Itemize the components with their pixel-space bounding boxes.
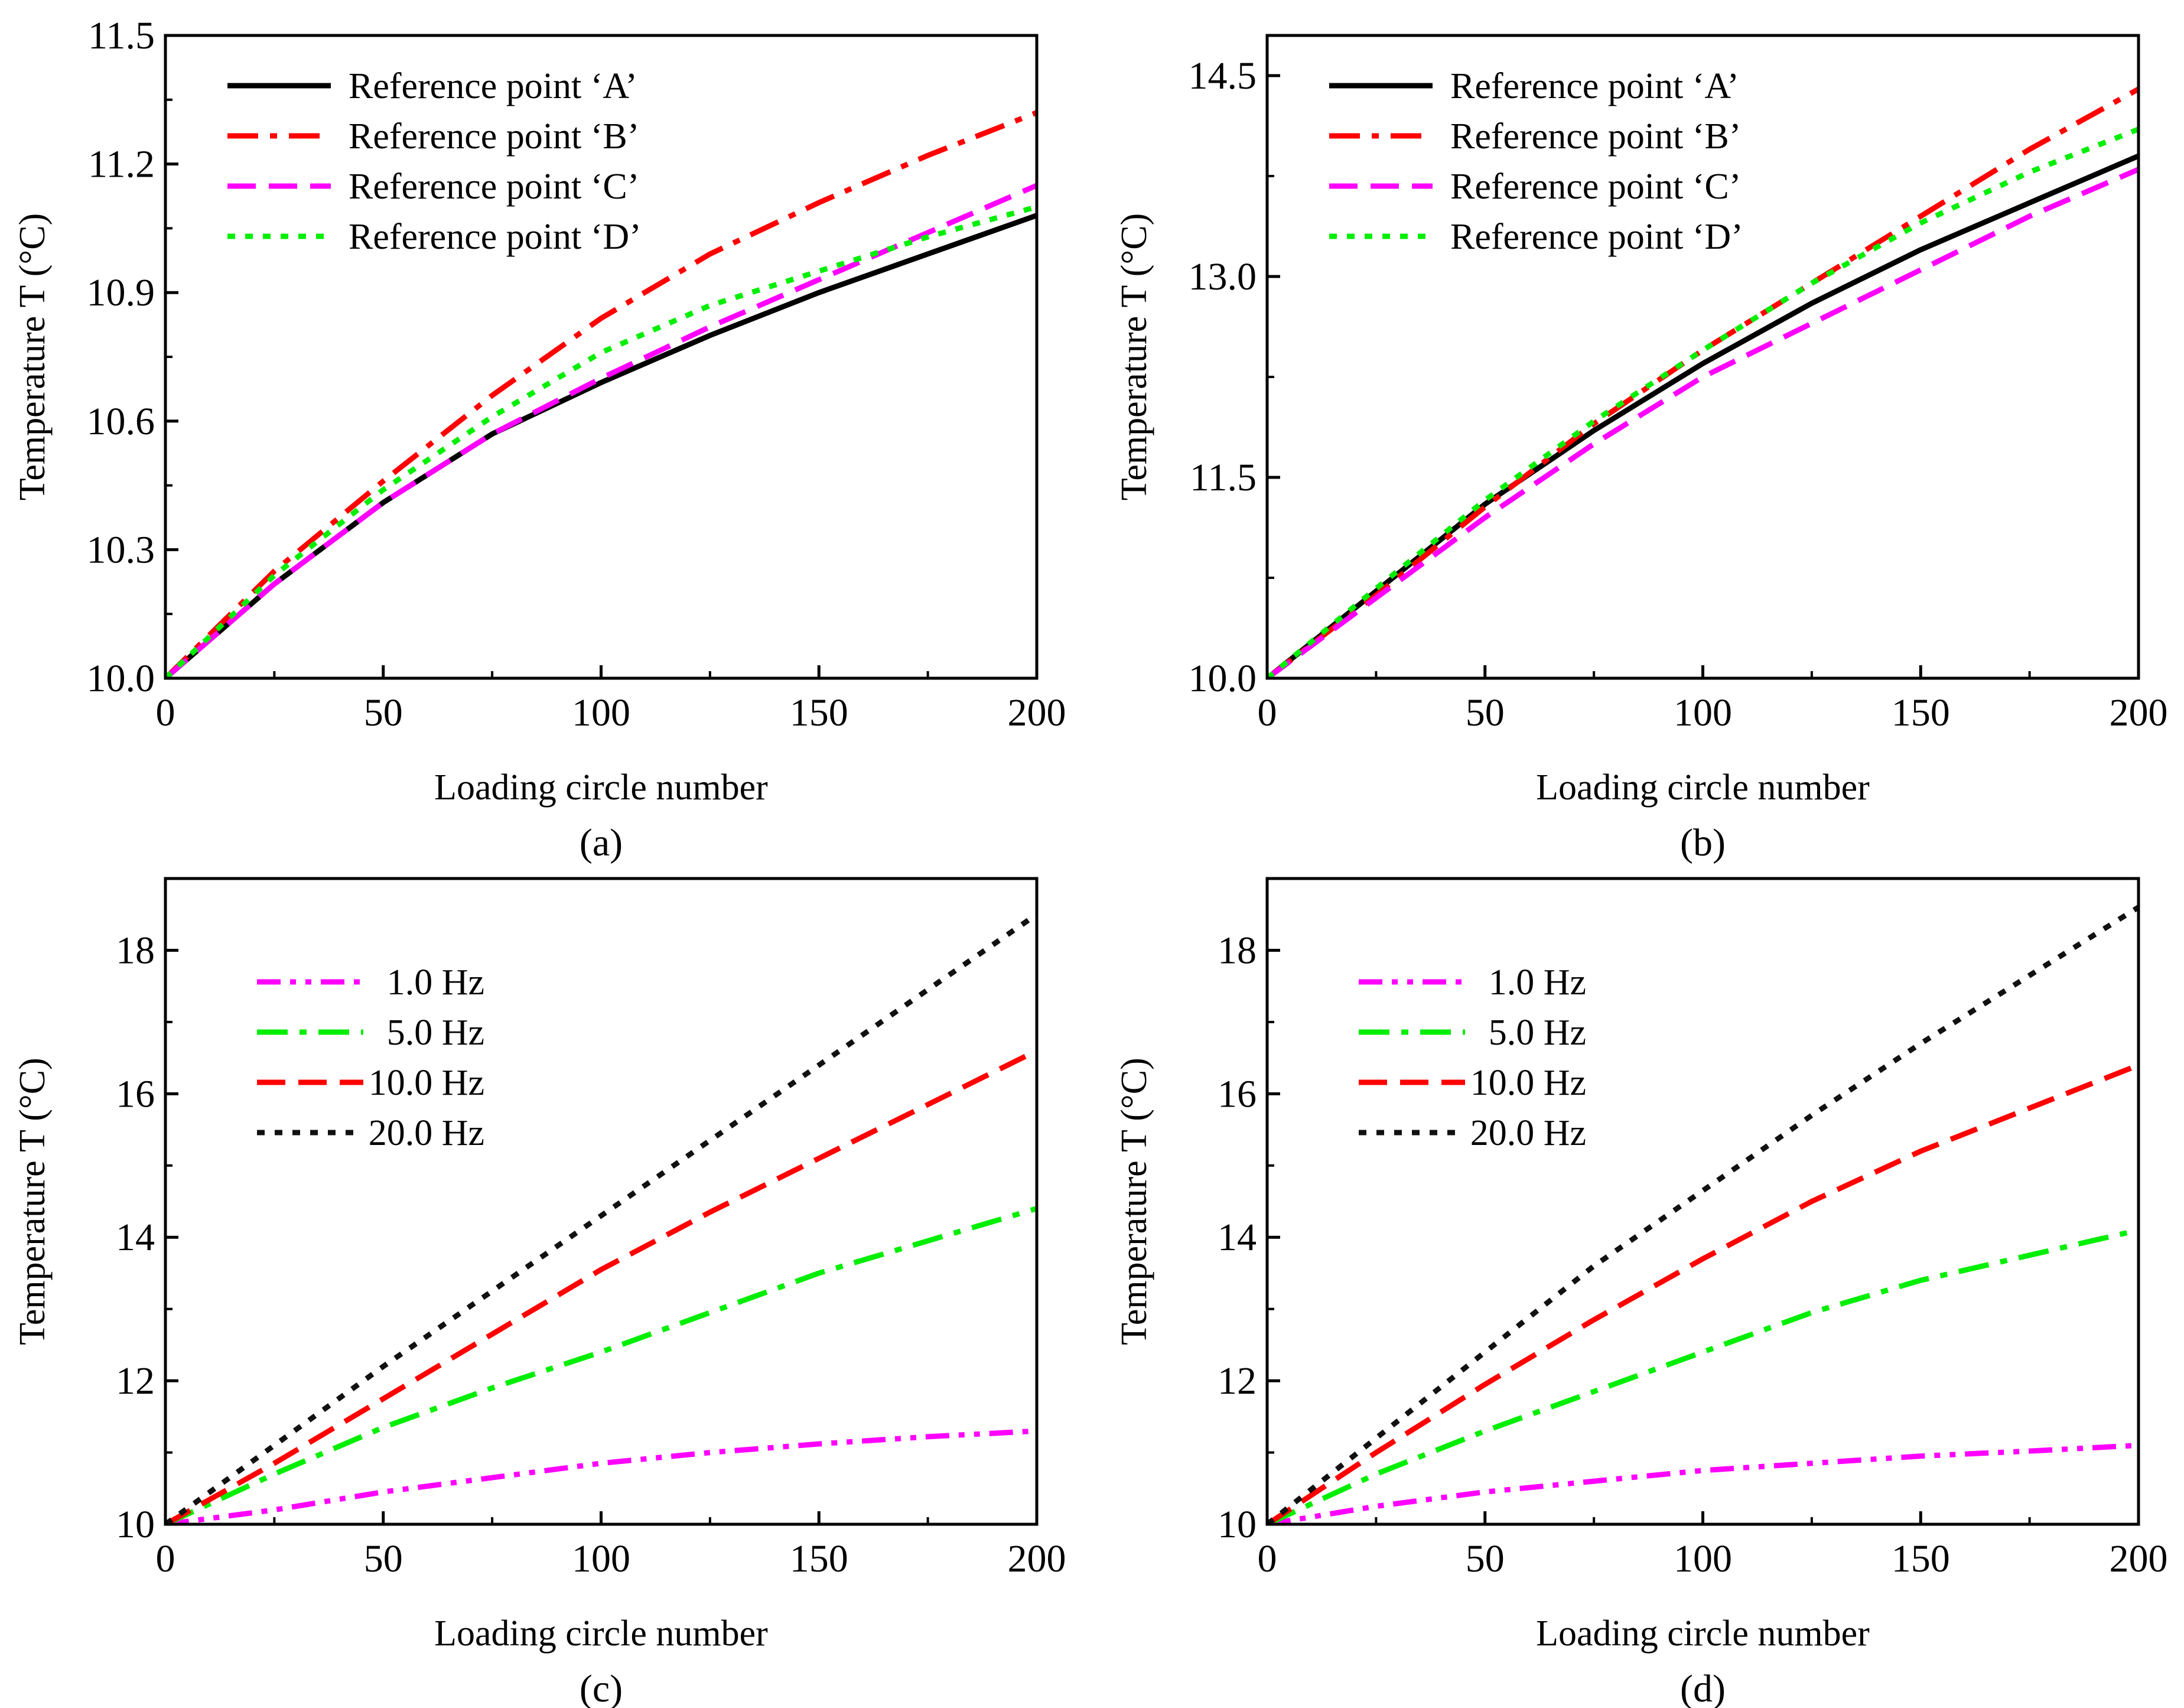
y-tick-label: 12 (1218, 1359, 1257, 1403)
x-axis-title: Loading circle number (434, 1613, 768, 1654)
legend-label-2: 10.0 Hz (1470, 1063, 1586, 1103)
x-tick-label: 200 (1008, 1537, 1066, 1580)
y-tick-label: 16 (116, 1072, 155, 1115)
y-tick-label: 14 (116, 1216, 155, 1259)
y-tick-label: 11.5 (1190, 456, 1257, 499)
y-tick-label: 18 (116, 929, 155, 972)
legend-label-1: 5.0 Hz (1489, 1013, 1586, 1053)
panel-label: (d) (1680, 1667, 1726, 1708)
x-tick-label: 100 (1674, 691, 1732, 734)
series-line-0 (165, 1428, 1037, 1524)
y-tick-label: 11.2 (88, 143, 155, 186)
x-tick-label: 150 (1892, 691, 1950, 734)
x-tick-label: 0 (156, 691, 175, 734)
y-axis-title: Temperature T (°C) (12, 1058, 53, 1345)
y-tick-label: 10.0 (1189, 657, 1257, 700)
x-tick-label: 100 (572, 691, 630, 734)
legend-label-0: 1.0 Hz (387, 962, 484, 1003)
y-axis-title: Temperature T (°C) (1114, 1058, 1154, 1345)
y-tick-label: 11.5 (88, 14, 155, 57)
y-tick-label: 16 (1218, 1072, 1257, 1115)
series-line-3 (165, 912, 1037, 1524)
y-tick-label: 10.3 (87, 528, 155, 571)
x-tick-label: 50 (1466, 691, 1505, 734)
x-tick-label: 100 (1674, 1537, 1732, 1580)
y-tick-label: 12 (116, 1359, 155, 1403)
series-line-2 (165, 1048, 1037, 1524)
legend-label-0: Reference point ‘A’ (349, 66, 637, 106)
y-tick-label: 18 (1218, 929, 1257, 972)
x-axis-title: Loading circle number (1536, 1613, 1870, 1654)
x-tick-label: 50 (364, 691, 403, 734)
legend-label-3: Reference point ‘D’ (1450, 217, 1743, 257)
x-axis-title: Loading circle number (1536, 767, 1870, 808)
series-line-2 (1267, 1062, 2139, 1524)
legend-label-1: Reference point ‘B’ (349, 116, 639, 157)
x-tick-label: 0 (156, 1537, 175, 1580)
x-tick-label: 200 (2110, 691, 2168, 734)
x-tick-label: 200 (2110, 1537, 2168, 1580)
legend-label-2: Reference point ‘C’ (349, 167, 639, 207)
legend-label-2: Reference point ‘C’ (1450, 167, 1741, 207)
x-tick-label: 0 (1258, 691, 1277, 734)
y-tick-label: 10.0 (87, 657, 155, 700)
y-tick-label: 10.9 (87, 271, 155, 314)
y-tick-label: 10.6 (87, 400, 155, 443)
panel-label: (b) (1680, 821, 1726, 864)
legend-label-1: 5.0 Hz (387, 1013, 484, 1053)
x-tick-label: 200 (1008, 691, 1066, 734)
series-line-2 (1267, 167, 2139, 678)
series-line-0 (1267, 1442, 2139, 1524)
x-tick-label: 100 (572, 1537, 630, 1580)
chart-panel-d: 0 50 100 150 200 10 12 14 16 18 Loading circle num… (1114, 877, 2168, 1708)
series-line-1 (1267, 86, 2139, 678)
y-tick-label: 10 (116, 1503, 155, 1546)
legend-label-1: Reference point ‘B’ (1450, 116, 1741, 157)
x-tick-label: 150 (1892, 1537, 1950, 1580)
y-tick-label: 13.0 (1189, 255, 1257, 298)
panel-label: (c) (580, 1667, 623, 1708)
x-tick-label: 50 (364, 1537, 403, 1580)
y-tick-label: 10 (1218, 1503, 1257, 1546)
x-axis-title: Loading circle number (434, 767, 768, 808)
chart-panel-a: 0 50 100 150 200 10.0 10.3 10.6 10.9 11.2 11.5 Load… (12, 14, 1066, 864)
x-tick-label: 50 (1466, 1537, 1505, 1580)
y-tick-label: 14.5 (1189, 54, 1257, 97)
panel-label: (a) (580, 821, 623, 864)
x-tick-label: 150 (790, 691, 848, 734)
series-line-3 (165, 204, 1037, 678)
legend-label-2: 10.0 Hz (369, 1063, 484, 1103)
chart-panel-b: 0 50 100 150 200 10.0 11.5 13.0 14.5 Loading circ… (1114, 34, 2168, 864)
legend-label-3: Reference point ‘D’ (349, 217, 642, 257)
legend-label-0: Reference point ‘A’ (1450, 66, 1739, 106)
series-line-1 (165, 110, 1037, 678)
legend-label-3: 20.0 Hz (1470, 1113, 1586, 1153)
x-tick-label: 150 (790, 1537, 848, 1580)
y-axis-title: Temperature T (°C) (1114, 213, 1154, 500)
chart-panel-c: 0 50 100 150 200 10 12 14 16 18 Loading circle num… (12, 877, 1066, 1708)
y-axis-title: Temperature T (°C) (12, 213, 53, 500)
legend-label-0: 1.0 Hz (1489, 962, 1586, 1003)
series-line-0 (1267, 153, 2139, 678)
legend-label-3: 20.0 Hz (369, 1113, 484, 1153)
x-tick-label: 0 (1258, 1537, 1277, 1580)
y-tick-label: 14 (1218, 1216, 1257, 1259)
